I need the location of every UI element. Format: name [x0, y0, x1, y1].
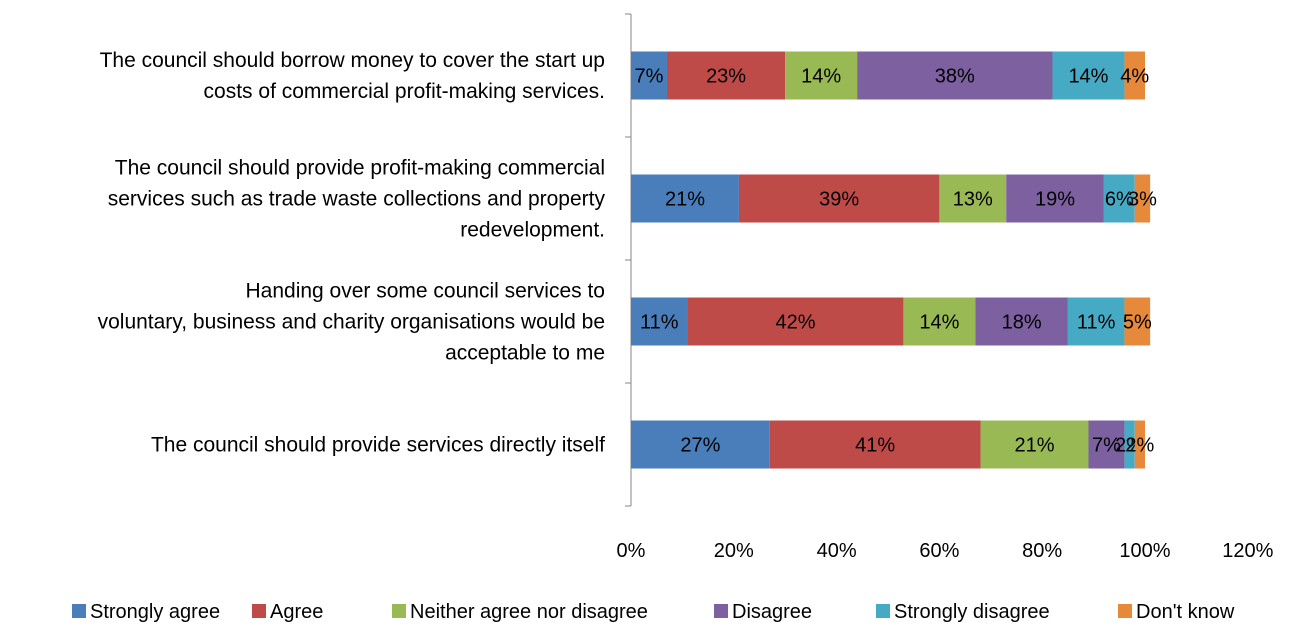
bar-segment — [975, 297, 1068, 346]
x-tick-label: 60% — [919, 540, 959, 562]
data-label: 2% — [1125, 435, 1154, 457]
category-label: The council should borrow money to cover… — [100, 49, 605, 72]
x-tick-label: 120% — [1222, 540, 1273, 562]
data-label: 4% — [1120, 66, 1149, 88]
bar-segment — [857, 51, 1053, 100]
bar-segment — [939, 174, 1007, 223]
legend-swatch — [72, 604, 86, 618]
bar-segment — [631, 420, 770, 469]
bar-segment — [1134, 420, 1145, 469]
data-label: 19% — [1035, 189, 1075, 211]
bar-segment — [666, 51, 786, 100]
data-label: 42% — [775, 312, 815, 334]
x-tick-label: 100% — [1119, 540, 1170, 562]
legend-label: Neither agree nor disagree — [410, 601, 648, 623]
x-axis-tick-labels: 0% 20% 40% 60% 80% 100% 120% — [617, 540, 1274, 562]
bar-segment — [1067, 297, 1125, 346]
data-label: 3% — [1128, 189, 1157, 211]
data-label: 18% — [1002, 312, 1042, 334]
bar-segment — [980, 420, 1089, 469]
category-label: services such as trade waste collections… — [108, 188, 606, 211]
chart-bars: 7% 23% 14% 38% 14% 4% 21% 39% 13% 19% 6%3% 11% 42% 14… — [631, 51, 1157, 469]
bar-segment — [769, 420, 981, 469]
bar-segment — [1052, 51, 1125, 100]
data-label: 14% — [801, 66, 841, 88]
bar-segment — [631, 51, 667, 100]
legend-label: Strongly agree — [90, 601, 220, 623]
data-label: 7% — [635, 66, 664, 88]
legend-swatch — [252, 604, 266, 618]
legend-label: Agree — [270, 601, 323, 623]
bar-segment — [903, 297, 976, 346]
category-label: The council should provide profit-making… — [115, 157, 605, 180]
bar-segment — [1124, 51, 1145, 100]
data-label: 21% — [1014, 435, 1054, 457]
category-label: Handing over some council services to — [245, 280, 605, 303]
category-labels: The council should borrow money to cover… — [98, 49, 606, 457]
data-label: 11% — [640, 312, 679, 334]
bar-segment — [1134, 174, 1151, 223]
data-label: 23% — [706, 66, 746, 88]
category-label: The council should provide services dire… — [151, 434, 605, 457]
legend-label: Disagree — [732, 601, 812, 623]
data-label: 38% — [935, 66, 975, 88]
bar-segment — [1124, 297, 1151, 346]
data-label: 5% — [1123, 312, 1152, 334]
legend-swatch — [392, 604, 406, 618]
data-label: 14% — [919, 312, 959, 334]
legend-swatch — [876, 604, 890, 618]
data-label: 6% — [1105, 189, 1134, 211]
bar-segment — [785, 51, 858, 100]
category-label: redevelopment. — [460, 219, 605, 242]
data-label: 14% — [1068, 66, 1108, 88]
chart-legend: Strongly agree Agree Neither agree nor dis… — [72, 601, 1235, 623]
chart-axes — [625, 13, 632, 507]
category-label: costs of commercial profit-making servic… — [204, 80, 605, 103]
bar-segment — [1006, 174, 1104, 223]
data-label: 39% — [819, 189, 859, 211]
legend-swatch — [714, 604, 728, 618]
bar-segment — [1088, 420, 1125, 469]
category-label: voluntary, business and charity organisa… — [98, 311, 605, 334]
x-tick-label: 80% — [1022, 540, 1062, 562]
legend-label: Don't know — [1136, 601, 1235, 623]
data-label: 11% — [1077, 312, 1116, 334]
bar-segment — [1124, 420, 1135, 469]
x-tick-label: 40% — [817, 540, 857, 562]
x-tick-label: 0% — [617, 540, 646, 562]
bar-segment — [631, 174, 739, 223]
data-label: 21% — [665, 189, 705, 211]
legend-label: Strongly disagree — [894, 601, 1050, 623]
legend-swatch — [1118, 604, 1132, 618]
data-label: 7% — [1092, 435, 1121, 457]
data-label: 27% — [680, 435, 720, 457]
data-label: 13% — [953, 189, 993, 211]
x-tick-label: 20% — [714, 540, 754, 562]
bar-segment — [631, 297, 688, 346]
data-label: 41% — [855, 435, 895, 457]
category-label: acceptable to me — [445, 342, 605, 365]
bar-segment — [687, 297, 904, 346]
bar-segment — [738, 174, 940, 223]
bar-segment — [1103, 174, 1135, 223]
